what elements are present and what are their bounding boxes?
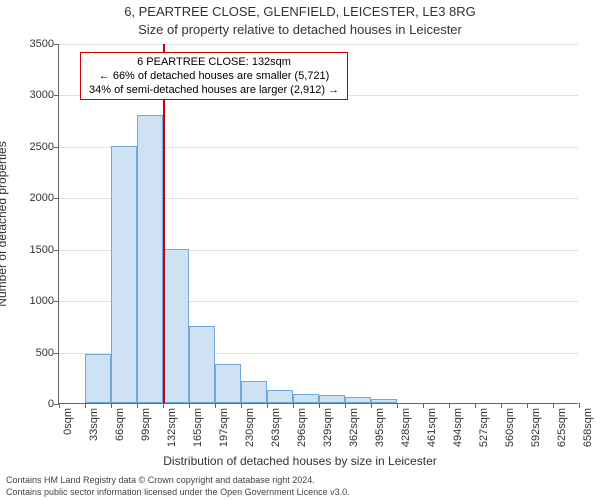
y-tick-label: 2000: [10, 192, 54, 204]
annotation-box: 6 PEARTREE CLOSE: 132sqm ← 66% of detach…: [80, 52, 348, 100]
histogram-bar: [85, 354, 111, 403]
x-tick-label: 197sqm: [218, 408, 230, 447]
y-tick-label: 2500: [10, 141, 54, 153]
y-tick-label: 0: [10, 398, 54, 410]
annotation-line-2: ← 66% of detached houses are smaller (5,…: [89, 69, 339, 83]
y-tick-label: 3500: [10, 38, 54, 50]
x-tick-mark: [501, 403, 502, 408]
x-tick-label: 66sqm: [114, 408, 126, 441]
x-tick-label: 99sqm: [140, 408, 152, 441]
histogram-bar: [137, 115, 163, 403]
x-tick-label: 296sqm: [296, 408, 308, 447]
annotation-line-1: 6 PEARTREE CLOSE: 132sqm: [89, 55, 339, 69]
x-tick-label: 263sqm: [270, 408, 282, 447]
x-tick-label: 362sqm: [348, 408, 360, 447]
x-tick-mark: [189, 403, 190, 408]
x-tick-mark: [527, 403, 528, 408]
histogram-bar: [293, 394, 319, 403]
chart-title-main: 6, PEARTREE CLOSE, GLENFIELD, LEICESTER,…: [0, 4, 600, 19]
x-tick-mark: [215, 403, 216, 408]
y-tick-label: 3000: [10, 89, 54, 101]
x-tick-mark: [293, 403, 294, 408]
x-tick-mark: [579, 403, 580, 408]
footer-attribution: Contains HM Land Registry data © Crown c…: [6, 474, 350, 498]
x-tick-label: 329sqm: [322, 408, 334, 447]
x-tick-label: 165sqm: [192, 408, 204, 447]
footer-line-2: Contains public sector information licen…: [6, 486, 350, 498]
x-tick-mark: [423, 403, 424, 408]
x-tick-label: 230sqm: [244, 408, 256, 447]
histogram-bar: [111, 146, 137, 403]
histogram-bar: [345, 397, 371, 403]
footer-line-1: Contains HM Land Registry data © Crown c…: [6, 474, 350, 486]
histogram-bar: [163, 249, 189, 403]
x-tick-label: 658sqm: [582, 408, 594, 447]
x-tick-label: 33sqm: [88, 408, 100, 441]
x-tick-label: 625sqm: [556, 408, 568, 447]
histogram-bar: [215, 364, 241, 403]
chart-container: 6, PEARTREE CLOSE, GLENFIELD, LEICESTER,…: [0, 0, 600, 500]
annotation-line-3: 34% of semi-detached houses are larger (…: [89, 83, 339, 97]
y-tick-label: 1000: [10, 295, 54, 307]
x-tick-mark: [59, 403, 60, 408]
x-tick-mark: [85, 403, 86, 408]
chart-title-sub: Size of property relative to detached ho…: [0, 22, 600, 37]
x-tick-mark: [319, 403, 320, 408]
x-tick-mark: [345, 403, 346, 408]
x-tick-mark: [397, 403, 398, 408]
histogram-bar: [189, 326, 215, 403]
y-tick-label: 1500: [10, 244, 54, 256]
x-tick-mark: [475, 403, 476, 408]
x-axis-label: Distribution of detached houses by size …: [0, 454, 600, 468]
histogram-bar: [241, 381, 267, 403]
x-tick-mark: [267, 403, 268, 408]
x-tick-label: 132sqm: [166, 408, 178, 447]
x-tick-mark: [553, 403, 554, 408]
y-tick-label: 500: [10, 347, 54, 359]
x-tick-label: 592sqm: [530, 408, 542, 447]
x-tick-mark: [449, 403, 450, 408]
x-tick-mark: [137, 403, 138, 408]
histogram-bar: [267, 390, 293, 403]
x-tick-mark: [163, 403, 164, 408]
x-tick-label: 0sqm: [62, 408, 74, 435]
x-tick-label: 527sqm: [478, 408, 490, 447]
x-tick-label: 428sqm: [400, 408, 412, 447]
x-tick-mark: [111, 403, 112, 408]
y-axis-label: Number of detached properties: [0, 141, 9, 306]
histogram-bar: [371, 399, 397, 403]
x-tick-mark: [371, 403, 372, 408]
x-tick-label: 395sqm: [374, 408, 386, 447]
x-tick-label: 494sqm: [452, 408, 464, 447]
x-tick-label: 461sqm: [426, 408, 438, 447]
x-tick-label: 560sqm: [504, 408, 516, 447]
x-tick-mark: [241, 403, 242, 408]
histogram-bar: [319, 395, 345, 403]
